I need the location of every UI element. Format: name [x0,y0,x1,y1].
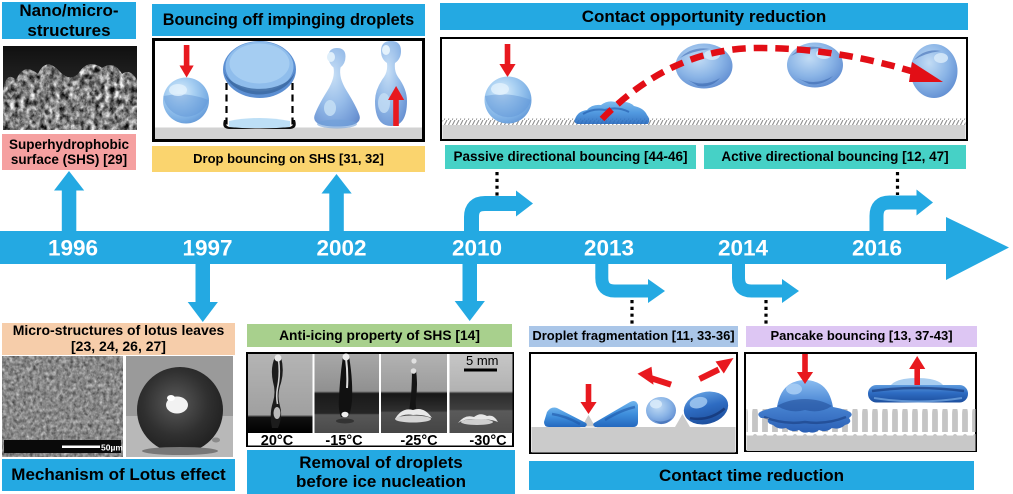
svg-text:50µm: 50µm [101,443,123,453]
svg-text:-30°C: -30°C [469,433,507,449]
svg-text:2010: 2010 [452,236,502,261]
svg-text:-25°C: -25°C [400,433,438,449]
svg-text:2002: 2002 [316,236,366,261]
svg-text:2016: 2016 [852,236,902,261]
svg-text:1996: 1996 [48,236,98,261]
svg-text:5 mm: 5 mm [466,353,499,368]
svg-text:20°C: 20°C [261,433,294,449]
svg-text:1997: 1997 [182,236,232,261]
svg-text:-15°C: -15°C [325,433,363,449]
svg-text:2014: 2014 [718,236,769,261]
svg-text:2013: 2013 [584,236,634,261]
